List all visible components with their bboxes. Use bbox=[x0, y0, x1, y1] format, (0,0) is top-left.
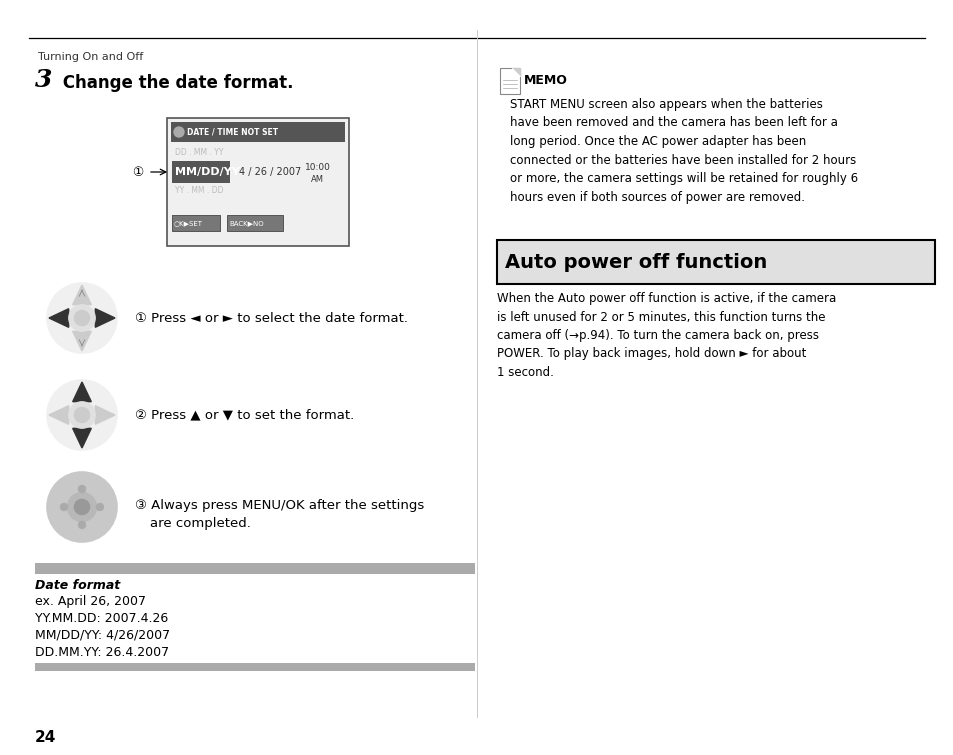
Polygon shape bbox=[49, 405, 69, 424]
Polygon shape bbox=[49, 309, 69, 328]
Bar bbox=[35, 663, 475, 671]
Text: MM/DD/YY: 4/26/2007: MM/DD/YY: 4/26/2007 bbox=[35, 629, 170, 642]
Text: AM: AM bbox=[311, 175, 324, 184]
Circle shape bbox=[173, 127, 184, 137]
Text: ①: ① bbox=[132, 165, 144, 178]
Text: MM/DD/YY: MM/DD/YY bbox=[174, 167, 239, 177]
Bar bbox=[497, 240, 934, 284]
Text: 4 / 26 / 2007: 4 / 26 / 2007 bbox=[239, 167, 301, 177]
Circle shape bbox=[78, 521, 86, 528]
Bar bbox=[171, 122, 345, 142]
Polygon shape bbox=[512, 68, 519, 76]
Text: YY.MM.DD: 2007.4.26: YY.MM.DD: 2007.4.26 bbox=[35, 612, 168, 625]
Text: ex. April 26, 2007: ex. April 26, 2007 bbox=[35, 595, 146, 608]
Text: Auto power off function: Auto power off function bbox=[504, 252, 766, 272]
Text: DD . MM . YY: DD . MM . YY bbox=[174, 148, 223, 157]
Circle shape bbox=[74, 310, 90, 325]
Circle shape bbox=[60, 503, 68, 511]
Polygon shape bbox=[72, 285, 91, 305]
Bar bbox=[172, 161, 230, 183]
Text: 10:00: 10:00 bbox=[305, 162, 331, 171]
Text: Change the date format.: Change the date format. bbox=[57, 74, 294, 92]
Bar bbox=[35, 563, 475, 574]
Circle shape bbox=[69, 402, 95, 428]
Circle shape bbox=[78, 485, 86, 493]
Text: When the Auto power off function is active, if the camera
is left unused for 2 o: When the Auto power off function is acti… bbox=[497, 292, 836, 379]
Polygon shape bbox=[95, 405, 115, 424]
Text: DD.MM.YY: 26.4.2007: DD.MM.YY: 26.4.2007 bbox=[35, 646, 169, 659]
Text: are completed.: are completed. bbox=[150, 517, 251, 530]
Circle shape bbox=[96, 503, 104, 511]
Polygon shape bbox=[512, 68, 519, 76]
Text: Date format: Date format bbox=[35, 579, 120, 592]
Text: 24: 24 bbox=[35, 730, 56, 745]
Circle shape bbox=[68, 492, 96, 522]
Text: ③ Always press MENU/OK after the settings: ③ Always press MENU/OK after the setting… bbox=[135, 499, 424, 512]
Circle shape bbox=[47, 283, 117, 353]
Polygon shape bbox=[72, 428, 91, 448]
Circle shape bbox=[69, 305, 95, 331]
Text: YY . MM . DD: YY . MM . DD bbox=[174, 186, 223, 195]
Circle shape bbox=[47, 472, 117, 542]
Bar bbox=[227, 215, 283, 231]
Text: ② Press ▲ or ▼ to set the format.: ② Press ▲ or ▼ to set the format. bbox=[135, 408, 354, 421]
Text: ○K▶SET: ○K▶SET bbox=[173, 220, 203, 226]
Text: Turning On and Off: Turning On and Off bbox=[38, 52, 143, 62]
Text: MEMO: MEMO bbox=[523, 75, 567, 88]
Circle shape bbox=[74, 499, 90, 515]
Circle shape bbox=[47, 380, 117, 450]
Bar bbox=[172, 215, 220, 231]
Polygon shape bbox=[72, 382, 91, 402]
Polygon shape bbox=[95, 309, 115, 328]
Text: 3: 3 bbox=[35, 68, 52, 92]
Polygon shape bbox=[72, 331, 91, 351]
Text: BACK▶NO: BACK▶NO bbox=[229, 220, 263, 226]
Circle shape bbox=[74, 407, 90, 423]
Bar bbox=[167, 118, 349, 246]
Bar bbox=[499, 68, 519, 94]
Text: DATE / TIME NOT SET: DATE / TIME NOT SET bbox=[187, 128, 278, 137]
Text: START MENU screen also appears when the batteries
have been removed and the came: START MENU screen also appears when the … bbox=[510, 98, 858, 204]
Text: ① Press ◄ or ► to select the date format.: ① Press ◄ or ► to select the date format… bbox=[135, 312, 408, 325]
